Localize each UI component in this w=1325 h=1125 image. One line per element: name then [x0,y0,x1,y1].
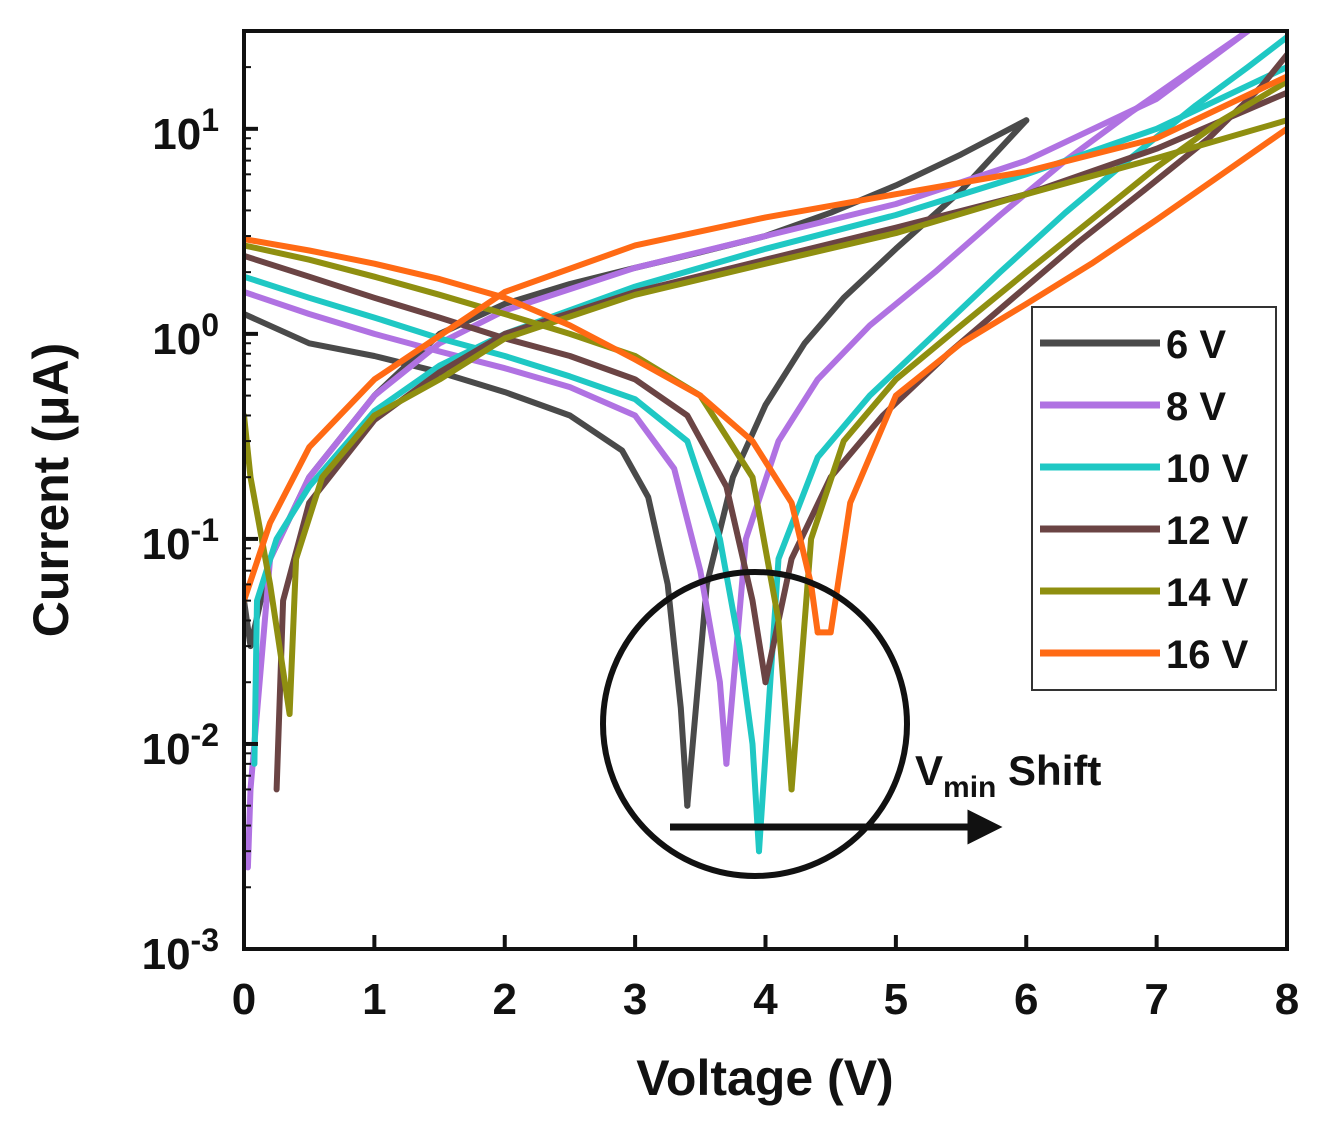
x-tick-label: 0 [232,975,256,1024]
series-5-sweep-3 [244,117,1287,717]
x-tick-label: 3 [623,975,647,1024]
y-tick-label: 101 [152,102,219,159]
legend-label: 10 V [1166,447,1249,491]
y-tick-exponent: -1 [191,512,219,548]
series-6-sweep-2 [814,125,1287,636]
series-1-sweep-2 [684,117,1030,809]
y-tick-base: 10 [152,315,201,364]
legend-label: 14 V [1166,571,1249,615]
x-tick-label: 1 [362,975,386,1024]
y-tick-exponent: 1 [201,102,219,138]
series-layer [244,31,1287,871]
legend: 6 V 8 V 10 V 12 V 14 V 16 V [1031,306,1277,691]
legend-item-2: 8 V [1040,385,1226,429]
legend-item-1: 6 V [1040,323,1226,367]
series-4-sweep-1 [244,252,769,686]
y-tick-exponent: 0 [201,307,219,343]
y-tick-label: 10-3 [142,922,219,979]
legend-item-6: 16 V [1040,633,1249,677]
series-5-sweep-2 [788,78,1287,793]
series-5 [244,78,1287,793]
y-tick-exponent: -3 [191,922,219,958]
series-3-sweep-1 [244,273,762,855]
legend-box [1031,306,1277,691]
legend-label: 12 V [1166,509,1249,553]
x-tick-label: 8 [1275,975,1299,1024]
series-6-sweep-1 [244,236,821,636]
legend-label: 16 V [1166,633,1249,677]
series-6-sweep-3 [244,73,1287,604]
x-axis-title: Voltage (V) [636,1050,893,1106]
y-tick-base: 10 [142,520,191,569]
x-tick-label: 6 [1014,975,1038,1024]
x-tick-label: 4 [753,975,778,1024]
series-3-sweep-2 [756,34,1287,855]
legend-item-5: 14 V [1040,571,1249,615]
y-tick-label: 100 [152,307,219,364]
y-tick-base: 10 [142,930,191,979]
y-tick-label: 10-2 [142,717,219,774]
vmin-v: V [915,747,943,794]
legend-item-3: 10 V [1040,447,1249,491]
legend-item-4: 12 V [1040,509,1249,553]
y-axis-title: Current (μA) [23,343,79,637]
vmin-shift-text: Shift [996,747,1101,794]
y-tick-base: 10 [142,725,191,774]
series-1-sweep-1 [244,311,691,809]
vmin-shift-label: Vmin Shift [915,747,1101,804]
series-5-sweep-1 [244,242,795,793]
vmin-circle [600,569,910,879]
legend-label: 6 V [1166,323,1226,367]
x-tick-label: 7 [1144,975,1168,1024]
y-tick-exponent: -2 [191,717,219,753]
vmin-shift-annotation: Vmin Shift [600,569,1101,879]
series-2-sweep-2 [723,31,1251,767]
x-tick-label: 2 [493,975,517,1024]
legend-label: 8 V [1166,385,1226,429]
y-tick-label: 10-1 [142,512,219,569]
y-tick-base: 10 [152,110,201,159]
series-2-sweep-1 [244,289,730,767]
vmin-subscript: min [943,771,996,804]
series-6 [244,73,1287,636]
x-tick-label: 5 [884,975,908,1024]
